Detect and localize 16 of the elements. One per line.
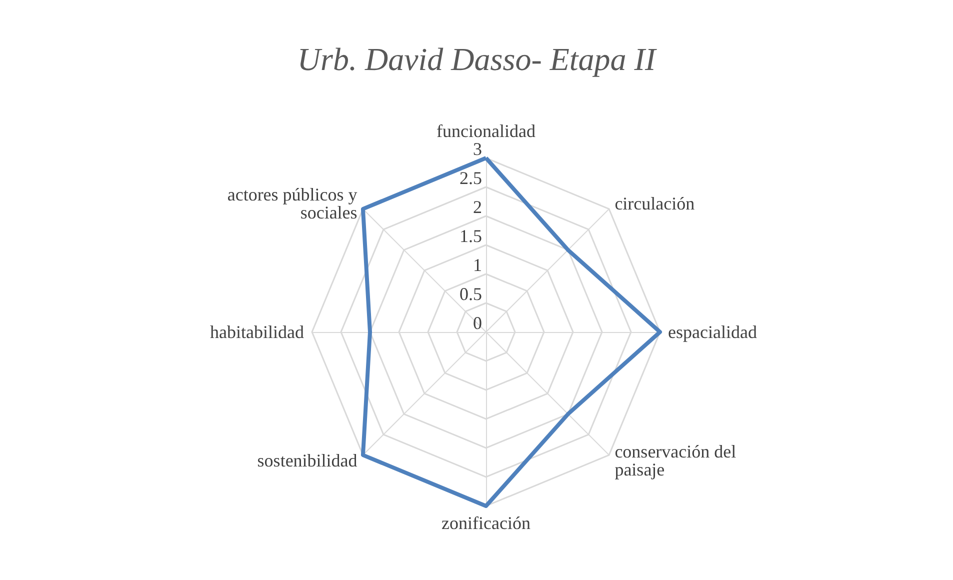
spoke-label: habitabilidad [210, 322, 304, 342]
chart-title: Urb. David Dasso- Etapa II [297, 41, 657, 77]
y-tick-label: 0 [473, 313, 482, 333]
y-tick-label: 1 [473, 255, 482, 275]
spoke-label: circulación [614, 193, 695, 214]
y-tick-label: 2 [473, 197, 482, 217]
spoke-label: actores públicos y sociales [227, 184, 358, 222]
y-tick-label: 0.5 [460, 284, 482, 304]
y-tick-label: 1.5 [460, 226, 482, 246]
spoke-label: sostenibilidad [257, 450, 358, 471]
spoke-label: zonificación [442, 513, 530, 533]
spoke-label: espacialidad [668, 322, 757, 342]
spoke-label: conservación del paisaje [614, 442, 736, 480]
spoke-label: funcionalidad [436, 121, 536, 142]
y-tick-label: 3 [473, 139, 482, 159]
y-tick-label: 2.5 [460, 168, 482, 188]
